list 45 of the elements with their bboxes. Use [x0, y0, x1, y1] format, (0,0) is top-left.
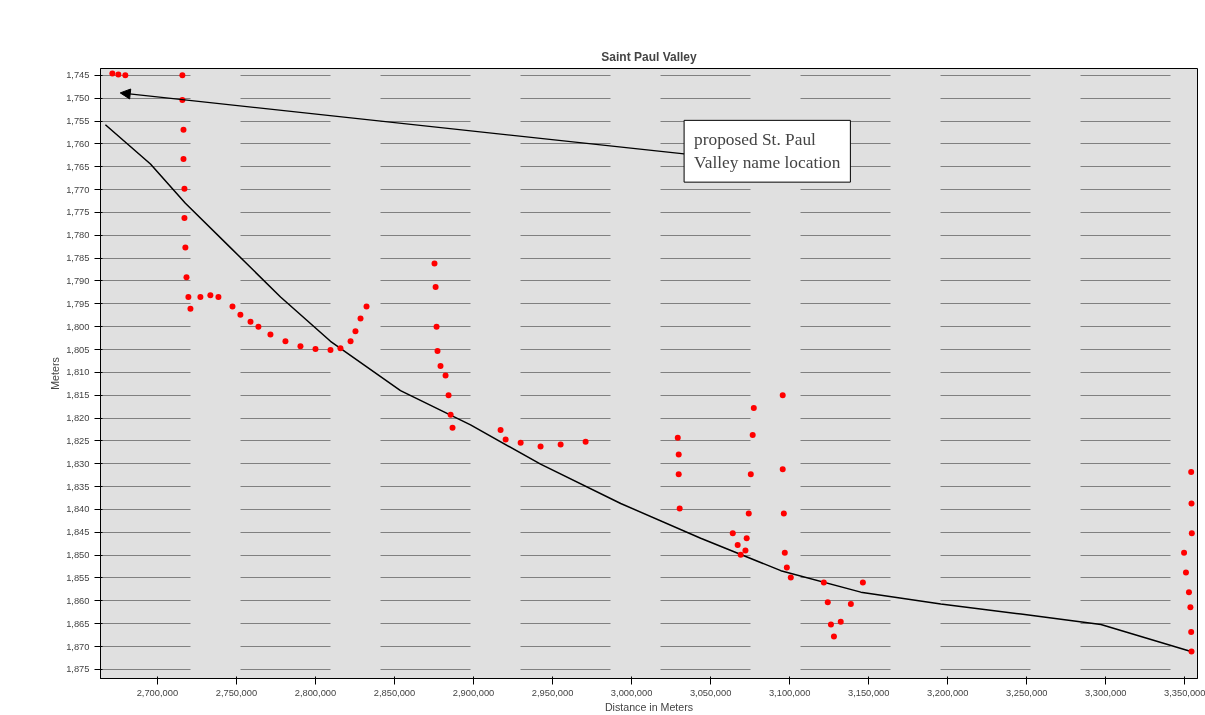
y-tick-label: 1,750 [66, 93, 90, 104]
x-axis-title: Distance in Meters [604, 700, 694, 713]
y-tick-label: 1,760 [66, 138, 90, 149]
y-tick-label: 1,770 [66, 184, 90, 195]
y-tick-label: 1,835 [66, 481, 90, 492]
y-tick-label: 1,855 [66, 572, 90, 583]
y-tick-label: 1,875 [66, 664, 90, 675]
x-tick-label: 2,900,000 [452, 687, 495, 698]
y-tick-label: 1,870 [66, 641, 90, 652]
annotation: proposed St. Paul Valley name location [694, 130, 841, 173]
y-tick-label: 1,820 [66, 413, 90, 424]
y-tick-label: 1,865 [66, 618, 90, 629]
y-tick-label: 1,830 [66, 458, 90, 469]
y-tick-label: 1,825 [66, 435, 90, 446]
y-tick-label: 1,860 [66, 595, 90, 606]
chart-title: Saint Paul Valley [601, 49, 698, 64]
x-tick-label: 3,100,000 [768, 687, 811, 698]
x-tick-label: 3,350,000 [1164, 687, 1205, 698]
y-tick-label: 1,840 [66, 504, 90, 515]
y-axis-title: Meters [49, 357, 62, 390]
x-tick-label: 2,850,000 [373, 687, 416, 698]
x-tick-label: 2,800,000 [294, 687, 337, 698]
x-tick-label: 3,200,000 [927, 687, 969, 698]
y-tick-label: 1,850 [66, 550, 90, 561]
y-tick-label: 1,805 [66, 344, 90, 355]
y-tick-label: 1,800 [66, 321, 90, 332]
x-tick-label: 3,150,000 [847, 687, 890, 698]
x-tick-label: 3,000,000 [610, 687, 653, 698]
y-tick-label: 1,765 [66, 161, 90, 172]
y-tick-label: 1,795 [66, 298, 90, 309]
x-tick-label: 2,750,000 [215, 687, 258, 698]
y-tick-label: 1,845 [66, 527, 90, 538]
x-tick-label: 3,300,000 [1085, 687, 1127, 698]
y-tick-label: 1,785 [66, 253, 90, 264]
y-tick-label: 1,810 [66, 367, 90, 378]
y-tick-label: 1,780 [66, 230, 90, 241]
y-tick-label: 1,755 [66, 116, 90, 127]
y-tick-label: 1,745 [66, 70, 90, 81]
x-tick-label: 3,250,000 [1006, 687, 1048, 698]
y-tick-label: 1,775 [66, 207, 90, 218]
y-tick-label: 1,815 [66, 390, 90, 401]
x-tick-label: 2,700,000 [136, 687, 179, 698]
x-tick-label: 2,950,000 [531, 687, 574, 698]
y-tick-label: 1,790 [66, 275, 90, 286]
x-tick-label: 3,050,000 [689, 687, 732, 698]
